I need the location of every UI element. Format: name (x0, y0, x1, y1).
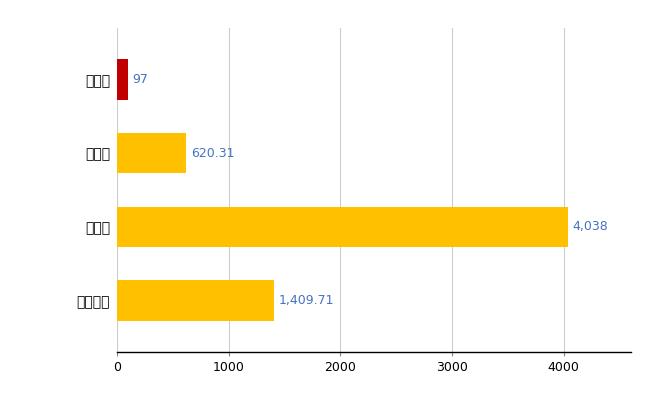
Bar (117, 206, 567, 247)
Text: 620.31: 620.31 (190, 147, 234, 160)
Bar (117, 59, 128, 100)
Bar (117, 133, 187, 174)
Text: 97: 97 (133, 73, 148, 86)
Bar (117, 280, 274, 321)
Text: 1,409.71: 1,409.71 (279, 294, 334, 307)
Text: 4,038: 4,038 (572, 220, 608, 233)
